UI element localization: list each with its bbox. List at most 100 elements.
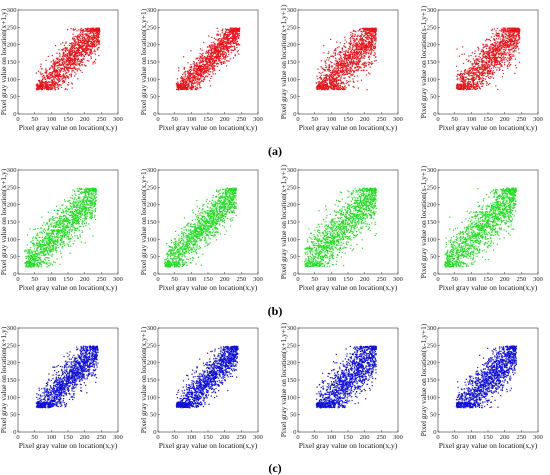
scatter-point xyxy=(181,84,184,86)
scatter-point xyxy=(81,29,83,31)
scatter-point xyxy=(66,54,69,57)
scatter-point xyxy=(499,57,502,59)
scatter-point xyxy=(208,61,210,63)
scatter-point xyxy=(373,29,375,32)
scatter-point xyxy=(369,73,371,75)
scatter-point xyxy=(40,81,42,83)
scatter-point xyxy=(488,76,490,79)
scatter-point xyxy=(480,80,482,83)
scatter-point xyxy=(63,80,65,82)
scatter-point xyxy=(87,49,89,51)
scatter-point xyxy=(230,41,233,43)
scatter-point xyxy=(67,63,70,65)
scatter-point xyxy=(234,35,237,37)
scatter-point xyxy=(210,57,212,59)
scatter-point xyxy=(500,30,503,32)
scatter-point xyxy=(355,42,357,44)
scatter-point xyxy=(215,56,217,59)
scatter-point xyxy=(202,63,204,65)
scatter-point xyxy=(182,87,184,90)
scatter-point xyxy=(333,83,335,85)
scatter-point xyxy=(60,69,62,71)
scatter-point xyxy=(180,84,182,86)
scatter-point xyxy=(374,32,376,34)
scatter-point xyxy=(478,65,480,67)
scatter-point xyxy=(360,38,362,40)
scatter-point xyxy=(350,60,353,62)
scatter-point xyxy=(182,86,184,88)
scatter-point xyxy=(194,85,197,87)
scatter-point xyxy=(187,85,190,88)
scatter-point xyxy=(213,46,215,48)
x-axis-label: Pixel gray value on location(x,y) xyxy=(299,123,398,132)
scatter-point xyxy=(78,60,81,62)
scatter-point xyxy=(49,86,52,88)
scatter-point xyxy=(364,36,367,39)
scatter-point xyxy=(79,47,81,49)
scatter-point xyxy=(339,88,341,91)
scatter-point xyxy=(361,31,363,33)
scatter-point xyxy=(358,46,360,48)
scatter-point xyxy=(331,55,333,57)
scatter-point xyxy=(341,59,343,61)
scatter-point xyxy=(344,77,346,79)
scatter-point xyxy=(320,77,323,79)
scatter-point xyxy=(210,47,212,49)
scatter-point xyxy=(193,72,195,74)
scatter-point xyxy=(199,83,201,85)
scatter-point xyxy=(357,59,359,61)
scatter-point xyxy=(90,53,92,55)
scatter-point xyxy=(500,51,502,53)
scatter-point xyxy=(331,81,333,83)
scatter-point xyxy=(48,84,51,86)
scatter-point xyxy=(489,82,491,85)
scatter-point xyxy=(57,75,59,77)
scatter-point xyxy=(329,83,331,85)
scatter-point xyxy=(373,37,375,39)
scatter-point xyxy=(365,46,367,48)
scatter-point xyxy=(334,83,336,85)
scatter-point xyxy=(217,54,219,56)
scatter-point xyxy=(187,86,189,89)
scatter-point xyxy=(503,51,505,53)
scatter-point xyxy=(83,33,85,35)
scatter-point xyxy=(226,41,228,44)
scatter-point xyxy=(79,45,81,47)
scatter-point xyxy=(84,30,86,33)
scatter-point xyxy=(337,87,339,89)
scatter-point xyxy=(50,61,52,63)
scatter-point xyxy=(343,77,345,79)
scatter-point xyxy=(214,59,216,62)
scatter-point xyxy=(75,35,77,37)
scatter-point xyxy=(481,79,483,81)
scatter-point xyxy=(372,30,374,32)
scatter-point xyxy=(515,67,517,69)
scatter-point xyxy=(198,68,200,70)
scatter-point xyxy=(48,77,50,79)
scatter-point xyxy=(96,29,98,31)
scatter-point xyxy=(208,70,210,72)
scatter-point xyxy=(59,52,61,54)
scatter-point xyxy=(315,88,318,90)
scatter-point xyxy=(353,50,356,52)
scatter-point xyxy=(234,33,236,35)
scatter-point xyxy=(369,32,372,34)
scatter-point xyxy=(348,72,350,75)
scatter-point xyxy=(363,39,365,41)
scatter-point xyxy=(87,48,90,50)
scatter-point xyxy=(369,44,371,46)
scatter-point xyxy=(356,38,358,40)
scatter-point xyxy=(183,88,185,90)
scatter-point xyxy=(83,37,85,39)
scatter-point xyxy=(504,40,507,42)
scatter-point xyxy=(359,47,361,49)
scatter-point xyxy=(229,30,231,32)
scatter-point xyxy=(488,52,491,54)
scatter-point xyxy=(199,73,201,75)
scatter-point xyxy=(73,56,75,58)
scatter-point xyxy=(344,65,346,67)
scatter-point xyxy=(342,53,345,56)
scatter-point xyxy=(54,85,56,87)
scatter-point xyxy=(358,46,360,48)
scatter-point xyxy=(217,50,219,53)
